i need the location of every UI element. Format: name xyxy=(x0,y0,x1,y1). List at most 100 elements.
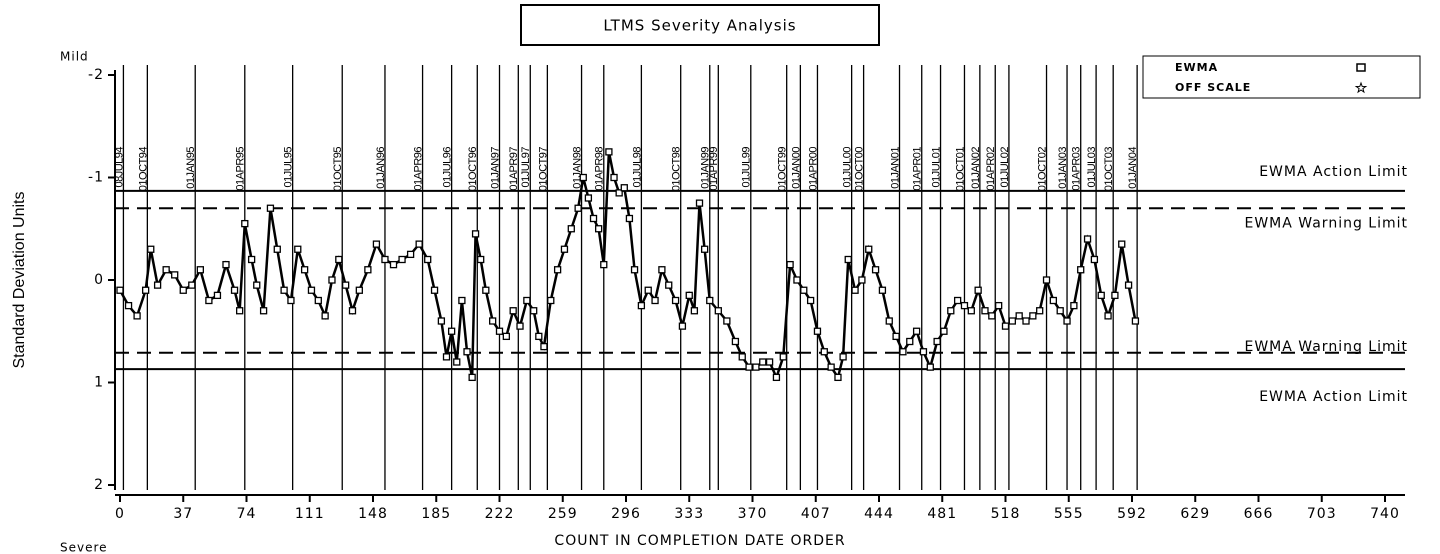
marker xyxy=(442,353,451,361)
marker xyxy=(364,266,372,274)
marker xyxy=(230,286,239,294)
marker xyxy=(153,281,162,289)
marker xyxy=(321,312,329,320)
marker xyxy=(665,281,673,289)
x-tick-label: 592 xyxy=(1117,506,1147,522)
x-tick-label: 74 xyxy=(237,506,257,522)
marker xyxy=(389,260,398,269)
marker xyxy=(926,363,934,371)
marker xyxy=(630,266,639,274)
marker xyxy=(1056,307,1064,315)
marker xyxy=(610,173,618,182)
date-label: 01JAN95 xyxy=(185,147,197,189)
marker xyxy=(1008,317,1016,325)
date-label: 01OCT98 xyxy=(671,147,683,192)
marker xyxy=(535,332,543,341)
legend-marker xyxy=(1354,81,1368,94)
marker xyxy=(1022,317,1030,325)
x-axis-label: COUNT IN COMPLETION DATE ORDER xyxy=(554,533,845,549)
marker xyxy=(530,307,538,315)
date-label: 01OCT95 xyxy=(332,147,344,192)
marker xyxy=(116,286,124,294)
legend-box xyxy=(1142,55,1421,99)
marker xyxy=(502,332,510,341)
date-label: 01JUL97 xyxy=(520,147,532,188)
reference-label: EWMA Warning Limit xyxy=(1244,339,1408,355)
legend-label: EWMA xyxy=(1175,61,1218,74)
marker xyxy=(447,327,456,335)
date-label: 01JAN99 xyxy=(700,147,712,189)
x-tick-label: 0 xyxy=(115,506,125,522)
reference-label: EWMA Warning Limit xyxy=(1244,215,1408,231)
marker xyxy=(477,255,485,264)
marker xyxy=(738,353,746,361)
marker xyxy=(341,281,350,289)
marker xyxy=(574,204,582,212)
marker xyxy=(468,373,476,382)
marker xyxy=(806,296,815,305)
marker xyxy=(398,255,406,264)
marker xyxy=(482,286,490,294)
marker xyxy=(1090,255,1099,264)
marker xyxy=(437,317,446,325)
marker xyxy=(205,296,213,305)
y-axis-label: Standard Deviation Units xyxy=(11,192,28,369)
marker xyxy=(919,348,928,356)
date-label: 01JUL99 xyxy=(741,147,753,188)
date-label: 01OCT97 xyxy=(537,147,549,192)
marker xyxy=(171,271,179,279)
marker xyxy=(307,286,316,294)
marker xyxy=(765,358,774,366)
x-tick-label: 629 xyxy=(1180,506,1210,522)
marker xyxy=(463,348,471,356)
marker xyxy=(584,194,593,202)
marker xyxy=(827,363,835,371)
marker xyxy=(967,307,975,315)
marker xyxy=(294,245,302,253)
marker xyxy=(1015,312,1023,320)
x-tick-label: 37 xyxy=(173,506,193,522)
marker xyxy=(179,286,187,294)
marker xyxy=(700,245,709,253)
marker xyxy=(162,266,170,274)
marker xyxy=(509,307,517,315)
bottom-note: Severe xyxy=(60,541,108,554)
legend-marker xyxy=(1356,63,1366,72)
marker xyxy=(259,307,268,315)
marker xyxy=(222,260,230,269)
marker xyxy=(858,276,866,284)
date-label: 01JUL96 xyxy=(442,147,454,188)
x-tick-label: 444 xyxy=(864,506,894,522)
marker xyxy=(415,240,423,248)
marker xyxy=(314,296,322,305)
marker xyxy=(695,199,704,207)
marker xyxy=(685,291,693,300)
date-label: 01APR98 xyxy=(594,147,606,191)
y-tick-label: -2 xyxy=(88,67,104,83)
date-label: 01APR95 xyxy=(235,147,247,191)
x-tick-label: 666 xyxy=(1244,506,1274,522)
marker xyxy=(247,255,256,264)
date-label: 01JAN02 xyxy=(970,147,982,189)
date-label: 01JAN03 xyxy=(1057,147,1069,189)
date-label: 01JAN00 xyxy=(790,147,802,189)
marker xyxy=(615,189,623,197)
date-label: 01JAN01 xyxy=(889,147,901,189)
marker xyxy=(1001,322,1010,330)
x-tick-label: 740 xyxy=(1370,506,1400,522)
marker xyxy=(1111,291,1119,300)
marker xyxy=(300,266,309,274)
marker xyxy=(141,286,150,294)
x-tick-label: 518 xyxy=(991,506,1021,522)
date-label: 01APR00 xyxy=(807,147,819,191)
marker xyxy=(1070,301,1078,310)
marker xyxy=(605,148,613,156)
date-label: 01APR03 xyxy=(1071,147,1083,191)
marker xyxy=(678,322,687,330)
marker xyxy=(567,225,575,233)
marker xyxy=(779,353,787,361)
marker xyxy=(430,286,439,294)
date-label: 08JUL94 xyxy=(113,147,125,188)
marker xyxy=(933,337,941,346)
